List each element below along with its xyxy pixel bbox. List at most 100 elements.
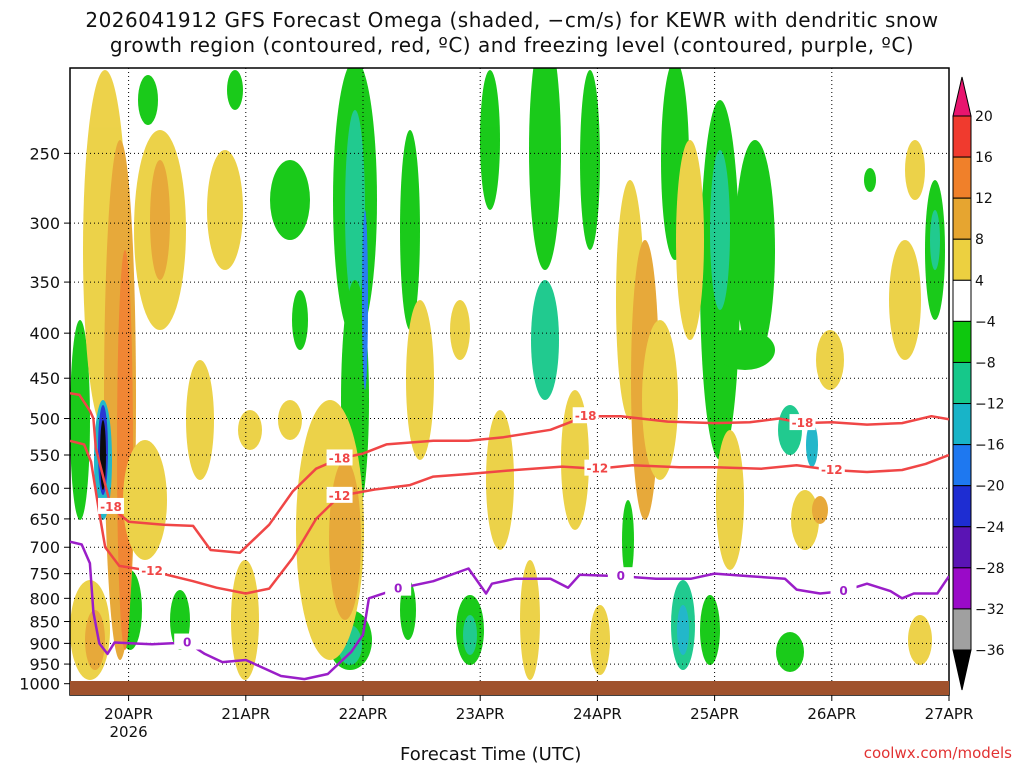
colorbar-swatch	[952, 485, 972, 528]
contour-label-bg	[98, 497, 125, 514]
field-blob	[186, 360, 214, 480]
field-blob	[231, 560, 259, 680]
y-axis: 250 300 350 400 450 500 550 600 650 700 750 800 850 9…	[19, 144, 70, 694]
colorbar-label: −20	[975, 479, 1005, 495]
field-blob	[150, 160, 170, 280]
colorbar-label: −12	[975, 397, 1005, 413]
colorbar-bottom-arrow	[952, 649, 972, 691]
field-blob	[776, 632, 804, 672]
contour-label: -12	[587, 462, 609, 476]
contour-label: -18	[100, 500, 122, 514]
y-tick-label: 350	[29, 273, 60, 292]
y-tick-label: 650	[29, 510, 60, 529]
colorbar-label: 8	[975, 232, 984, 248]
chart-title-line-1: 2026041912 GFS Forecast Omega (shaded, −…	[85, 8, 939, 32]
colorbar-swatch	[952, 115, 972, 158]
colorbar-label: 16	[975, 150, 993, 166]
contour-label-bg	[139, 562, 166, 579]
field-blob	[590, 605, 610, 675]
field-blob	[642, 320, 678, 480]
field-blob	[930, 210, 940, 270]
field-blob	[529, 68, 561, 270]
y-tick-label: 800	[29, 589, 60, 608]
field-blob	[864, 168, 876, 192]
field-blob	[270, 160, 310, 240]
colorbar-label: −32	[975, 602, 1005, 618]
contour-line-freezing	[70, 540, 949, 681]
colorbar-label: 12	[975, 191, 993, 207]
contour-label: -12	[821, 463, 843, 477]
y-tick-label: 900	[29, 634, 60, 653]
field-blob	[677, 605, 689, 655]
contour-label-bg	[326, 449, 353, 466]
x-axis-title: Forecast Time (UTC)	[400, 744, 582, 765]
y-tick-label: 250	[29, 144, 60, 163]
contour-label: 0	[839, 584, 847, 598]
field-blob	[812, 496, 828, 524]
field-blob	[227, 70, 243, 110]
colorbar: 20 16 12 8 4 −4 −8 −12 −16 −20 −24 −28 −32 −36	[952, 76, 1005, 691]
field-blob	[70, 320, 90, 520]
y-tick-label: 950	[29, 655, 60, 674]
x-tick-label: 25APR	[690, 705, 739, 723]
y-tick-label: 600	[29, 479, 60, 498]
field-blob	[123, 440, 167, 560]
contour-label: 0	[183, 636, 191, 650]
colorbar-label: −36	[975, 643, 1005, 659]
contour-label-bg	[572, 407, 599, 424]
field-blob	[622, 500, 634, 580]
field-blob	[889, 240, 921, 360]
contour-labels: -18 -18 -18 -18 -12 -12 -12 -12 0 0 0 0	[98, 407, 857, 650]
field-blob	[561, 390, 589, 530]
contour-label: -18	[329, 451, 351, 465]
y-tick-label: 750	[29, 565, 60, 584]
field-blob	[400, 130, 420, 330]
colorbar-swatch	[952, 238, 972, 281]
colorbar-swatch	[952, 361, 972, 405]
contour-label: -12	[329, 489, 351, 503]
field-blob	[676, 140, 704, 340]
colorbar-swatch	[952, 526, 972, 569]
field-blob	[207, 150, 243, 270]
field-blob	[905, 140, 925, 200]
contour-label: -18	[575, 409, 597, 423]
contour-label-bg	[326, 486, 353, 503]
colorbar-swatch	[952, 403, 972, 446]
field-blob	[908, 615, 932, 665]
x-tick-label: 23APR	[456, 705, 505, 723]
y-tick-label: 300	[29, 214, 60, 233]
ground-surface	[70, 681, 949, 695]
colorbar-top-arrow	[952, 76, 972, 117]
y-tick-label: 850	[29, 613, 60, 632]
contour-label: -18	[792, 416, 814, 430]
field-blob	[406, 300, 434, 460]
chart-title-line-2: growth region (contoured, red, ºC) and f…	[109, 33, 915, 57]
y-tick-label: 450	[29, 369, 60, 388]
x-tick-label: 20APR	[104, 705, 153, 723]
colorbar-label: 20	[975, 109, 993, 125]
contour-label-bg	[607, 567, 634, 584]
contour-line-minus12	[70, 439, 949, 595]
field-blob	[520, 560, 540, 680]
field-blob	[580, 70, 600, 250]
y-tick-label: 400	[29, 324, 60, 343]
colorbar-swatch	[952, 444, 972, 487]
x-tick-label: 27APR	[925, 705, 974, 723]
x-tick-label: 22APR	[339, 705, 388, 723]
field-blob	[715, 330, 775, 370]
contour-label-bg	[584, 459, 611, 476]
x-tick-label: 24APR	[573, 705, 622, 723]
colorbar-label: −8	[975, 355, 996, 371]
field-blob	[806, 423, 818, 467]
y-tick-label: 550	[29, 446, 60, 465]
field-blob	[700, 595, 720, 665]
field-blob	[450, 300, 470, 360]
field-blob	[463, 615, 477, 655]
field-blob	[138, 75, 158, 125]
colorbar-label: 4	[975, 273, 984, 289]
field-blob	[329, 460, 361, 620]
colorbar-label: −28	[975, 561, 1005, 577]
field-blob	[292, 290, 308, 350]
